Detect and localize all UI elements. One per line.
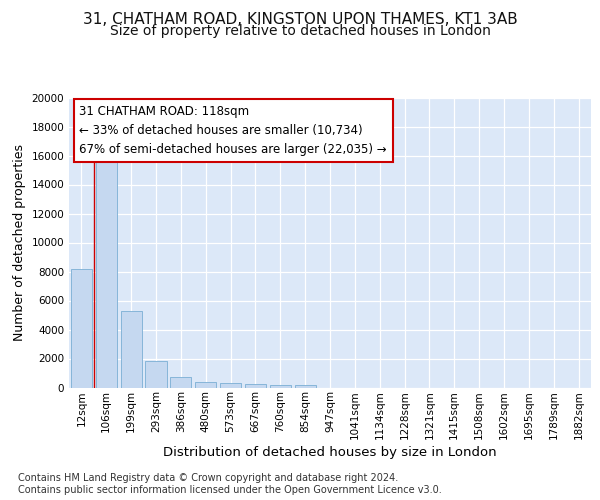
Text: 31 CHATHAM ROAD: 118sqm
← 33% of detached houses are smaller (10,734)
67% of sem: 31 CHATHAM ROAD: 118sqm ← 33% of detache… xyxy=(79,105,387,156)
Text: Contains HM Land Registry data © Crown copyright and database right 2024.
Contai: Contains HM Land Registry data © Crown c… xyxy=(18,474,442,495)
Bar xyxy=(220,384,241,388)
Bar xyxy=(170,376,191,388)
Bar xyxy=(71,270,92,388)
Text: Size of property relative to detached houses in London: Size of property relative to detached ho… xyxy=(110,24,490,38)
X-axis label: Distribution of detached houses by size in London: Distribution of detached houses by size … xyxy=(163,446,497,459)
Bar xyxy=(96,146,117,388)
Bar xyxy=(121,310,142,388)
Y-axis label: Number of detached properties: Number of detached properties xyxy=(13,144,26,341)
Bar xyxy=(245,384,266,388)
Bar xyxy=(195,382,216,388)
Bar xyxy=(270,384,291,388)
Bar xyxy=(145,360,167,388)
Bar xyxy=(295,385,316,388)
Text: 31, CHATHAM ROAD, KINGSTON UPON THAMES, KT1 3AB: 31, CHATHAM ROAD, KINGSTON UPON THAMES, … xyxy=(83,12,517,28)
